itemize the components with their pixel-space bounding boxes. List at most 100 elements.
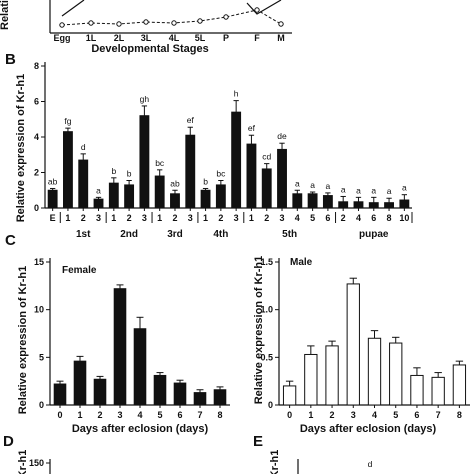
panel-b-bar [322,195,333,209]
panel-a-line-solid [61,0,85,17]
panel-c-male-x-tick-label: 1 [308,410,313,420]
panel-a-marker [59,22,65,28]
panel-c-female-x-tick-label: 2 [97,410,102,420]
panel-a-ylabel: Relati [0,0,11,30]
panel-b-bar [307,193,318,209]
panel-c-female-bar [193,392,207,406]
panel-b-bar [185,134,196,209]
panel-b-x-tick-label: 3 [234,213,239,223]
panel-b-x-tick-label: 3 [280,213,285,223]
panel-c-male-bar [431,376,445,406]
panel-c-female-bar [213,389,227,406]
panel-a-x-tick-label: 3L [141,33,152,43]
panel-c-female-y-tick-label: 15 [34,257,44,267]
panel-b-x-tick-label: 1 [157,213,162,223]
panel-a-x-tick-label: 1L [86,33,97,43]
panel-c-female-title: Female [62,265,97,276]
panel-b-bar [353,201,364,209]
panel-b-bar [261,168,272,209]
panel-e-sig-letter: d [368,459,373,469]
panel-c-male-bar [389,342,403,406]
panel-b-sig-letter: b [111,166,116,176]
panel-c-female-xlabel: Days after eclosion (days) [72,423,209,435]
panel-c-letter: C [5,232,16,249]
panel-b-sig-letter: ef [248,123,256,133]
panel-b-sig-letter: a [402,183,407,193]
panel-a: Relati Egg 1L 2L 3L 4L 5L P F M Developmental St… [0,0,292,55]
panel-b-group-label: 3rd [167,229,183,240]
panel-b-group-label: 2nd [120,229,138,240]
panel-e-ylabel: Kr-h1 [269,450,281,474]
panel-b-x-tick-label: 3 [188,213,193,223]
panel-a-marker [171,20,177,26]
panel-c-male-y-tick-label: 1.0 [260,305,273,315]
panel-b-group-label: pupae [359,229,389,240]
panel-e-letter: E [253,433,263,450]
panel-c-male-title: Male [290,257,313,268]
panel-b-letter: B [5,51,16,68]
panel-c-male-y-tick-label: 0.5 [260,352,273,362]
panel-b-x-tick-label: 3 [96,213,101,223]
panel-c-female-bar [53,383,67,406]
panel-b-x-tick-label: 1 [203,213,208,223]
panel-a-x-tick-label: M [277,33,285,43]
panel-b-bar [124,184,135,209]
panel-a-marker [223,14,229,20]
panel-b-sig-letter: ef [187,115,195,125]
panel-b-x-tick-label: 2 [264,213,269,223]
panel-c-ylabel-female: Relative expression of Kr-h1 [17,266,29,415]
panel-b-x-tick-label: 4 [356,213,361,223]
panel-b-ylabel: Relative expression of Kr-h1 [15,74,27,223]
panel-b-x-tick-label: 1 [111,213,116,223]
panel-b-x-tick-label: 4 [295,213,300,223]
panel-c-female-x-tick-label: 8 [217,410,222,420]
panel-c-male-bar [325,345,339,406]
panel-c-female-x-tick-label: 7 [197,410,202,420]
panel-b-bar [170,193,180,209]
panel-a-x-ticks: Egg 1L 2L 3L 4L 5L P F M [54,33,285,43]
panel-b-sig-letter: a [295,178,300,188]
panel-b-y-tick-label: 0 [34,203,39,213]
panel-b-x-tick-label: 1 [249,213,254,223]
panel-a-x-tick-label: 5L [195,33,206,43]
panel-b-x-tick-label: 3 [142,213,147,223]
panel-c-male-x-tick-label: 8 [457,410,462,420]
panel-c-female-x-tick-label: 1 [77,410,82,420]
panel-b-bar [139,115,150,209]
panel-a-xlabel: Developmental Stages [91,43,208,55]
panel-c-male-bar [452,364,467,406]
panel-c-female-bar [113,288,127,406]
panel-c-female-bar [93,378,107,406]
panel-b-x-tick-label: E [50,213,56,223]
panel-b-sig-letter: a [356,185,361,195]
panel-b-bar [78,159,89,209]
panel-b-sig-letter: gh [140,94,150,104]
panel-b-sig-letter: a [371,185,376,195]
panel-b-bar [108,182,119,209]
panel-b-sig-letter: bc [216,168,226,178]
panel-c-male-x-tick-label: 2 [330,410,335,420]
panel-c-female-x-tick-label: 0 [57,410,62,420]
panel-b-bar [399,199,410,209]
panel-b-sig-letter: b [203,176,208,186]
panel-b-sig-letter: de [277,131,287,141]
panel-c-male-bar [304,353,318,406]
panel-b-bar [200,189,211,209]
panel-b-x-tick-label: 8 [387,213,392,223]
panel-b-bar [384,202,394,209]
panel-c-ylabel-male: Relative expression of Kr-h1 [253,256,265,405]
panel-b-x-tick-label: 2 [341,213,346,223]
panel-c-male-x-tick-label: 6 [414,410,419,420]
panel-c-female-y-tick-label: 0 [39,400,44,410]
panel-c-female-bar [73,360,87,406]
panel-c-male-bar [367,337,382,406]
panel-c-male-bar [346,283,360,406]
panel-b-group-label: 4th [213,229,228,240]
panel-b-sig-letter: bc [155,158,165,168]
panel-b-sig-letter: ab [170,178,180,188]
panel-b-y-tick-label: 2 [34,168,39,178]
panel-b-sig-letter: a [96,185,101,195]
panel-b-sig-letter: a [387,186,392,196]
panel-b-bar [277,148,287,209]
panel-b-chart: 02468abEfg1d2a3b1b2gh3bc1ab2ef3b1bc2h3ef… [34,61,413,240]
